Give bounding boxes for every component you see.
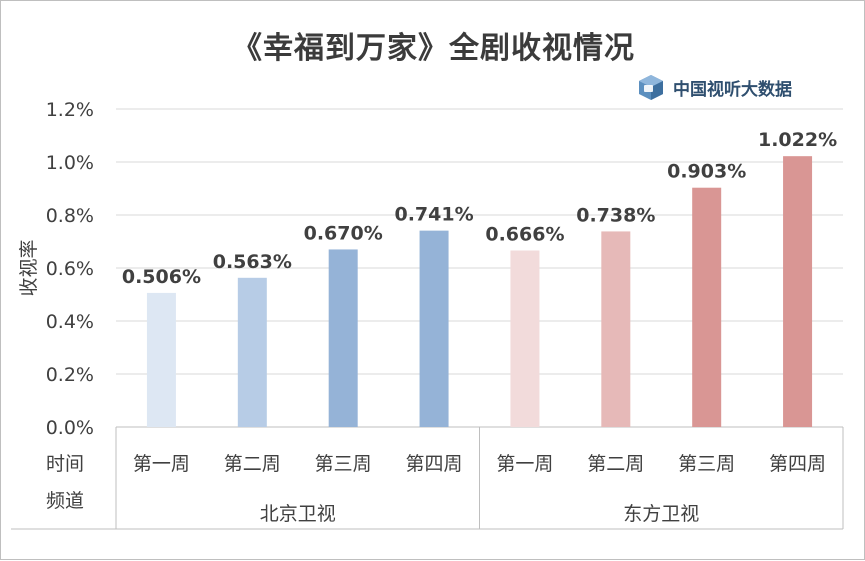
y-tick-label: 0.4% xyxy=(46,311,94,333)
data-label: 0.738% xyxy=(576,204,655,226)
data-label: 1.022% xyxy=(758,129,837,151)
bar xyxy=(419,230,449,427)
y-tick-label: 0.8% xyxy=(46,205,94,227)
group-label: 东方卫视 xyxy=(623,503,699,525)
data-label: 0.903% xyxy=(667,161,746,183)
y-tick-label: 1.2% xyxy=(46,99,94,121)
data-label: 0.506% xyxy=(122,266,201,288)
y-tick-label: 0.6% xyxy=(46,258,94,280)
x-row-label: 时间 xyxy=(46,453,84,475)
x-tick-label: 第四周 xyxy=(406,453,463,475)
x-tick-label: 第一周 xyxy=(496,453,553,475)
y-tick-label: 1.0% xyxy=(46,152,94,174)
x-tick-label: 第二周 xyxy=(224,453,281,475)
bar xyxy=(510,250,540,427)
bar xyxy=(601,231,631,427)
y-tick-label: 0.2% xyxy=(46,364,94,386)
bar xyxy=(783,156,813,428)
chart-title: 《幸福到万家》全剧收视情况 xyxy=(232,31,635,66)
x-tick-label: 第三周 xyxy=(678,453,735,475)
x-tick-label: 第二周 xyxy=(587,453,644,475)
cube-logo-icon xyxy=(639,75,663,100)
bar xyxy=(146,292,176,427)
bar xyxy=(692,187,722,427)
x-tick-label: 第四周 xyxy=(769,453,826,475)
x-tick-label: 第三周 xyxy=(315,453,372,475)
data-label: 0.563% xyxy=(213,251,292,273)
data-label: 0.741% xyxy=(394,204,473,226)
watermark-text: 中国视听大数据 xyxy=(673,79,792,100)
watermark: 中国视听大数据 xyxy=(637,73,792,101)
x-row-label: 频道 xyxy=(46,490,84,512)
data-label: 0.666% xyxy=(485,224,564,246)
bar xyxy=(237,277,267,427)
bar xyxy=(328,249,358,427)
group-label: 北京卫视 xyxy=(260,503,336,525)
y-tick-label: 0.0% xyxy=(46,417,94,439)
y-axis-label: 收视率 xyxy=(18,239,40,296)
data-label: 0.670% xyxy=(304,222,383,244)
x-tick-label: 第一周 xyxy=(133,453,190,475)
